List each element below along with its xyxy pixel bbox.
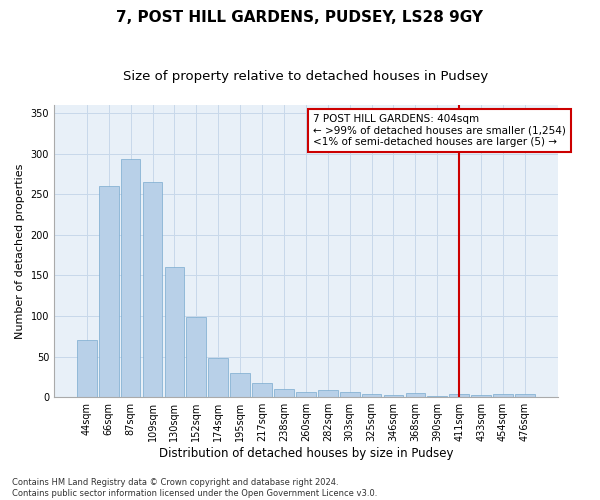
Bar — [383, 395, 403, 397]
Bar — [515, 394, 535, 397]
Bar — [252, 382, 272, 397]
Text: 7 POST HILL GARDENS: 404sqm
← >99% of detached houses are smaller (1,254)
<1% of: 7 POST HILL GARDENS: 404sqm ← >99% of de… — [313, 114, 566, 147]
Bar — [230, 373, 250, 397]
Y-axis label: Number of detached properties: Number of detached properties — [15, 164, 25, 339]
Bar — [340, 392, 359, 397]
Bar — [164, 268, 184, 397]
Bar — [449, 394, 469, 397]
Bar — [318, 390, 338, 397]
Text: Contains HM Land Registry data © Crown copyright and database right 2024.
Contai: Contains HM Land Registry data © Crown c… — [12, 478, 377, 498]
Bar — [208, 358, 228, 397]
Title: Size of property relative to detached houses in Pudsey: Size of property relative to detached ho… — [123, 70, 488, 83]
Bar — [406, 393, 425, 397]
Bar — [362, 394, 382, 397]
X-axis label: Distribution of detached houses by size in Pudsey: Distribution of detached houses by size … — [158, 447, 453, 460]
Bar — [143, 182, 163, 397]
Bar — [187, 317, 206, 397]
Bar — [493, 394, 513, 397]
Bar — [471, 395, 491, 397]
Bar — [427, 396, 447, 397]
Bar — [274, 389, 294, 397]
Text: 7, POST HILL GARDENS, PUDSEY, LS28 9GY: 7, POST HILL GARDENS, PUDSEY, LS28 9GY — [116, 10, 484, 25]
Bar — [121, 160, 140, 397]
Bar — [99, 186, 119, 397]
Bar — [296, 392, 316, 397]
Bar — [77, 340, 97, 397]
